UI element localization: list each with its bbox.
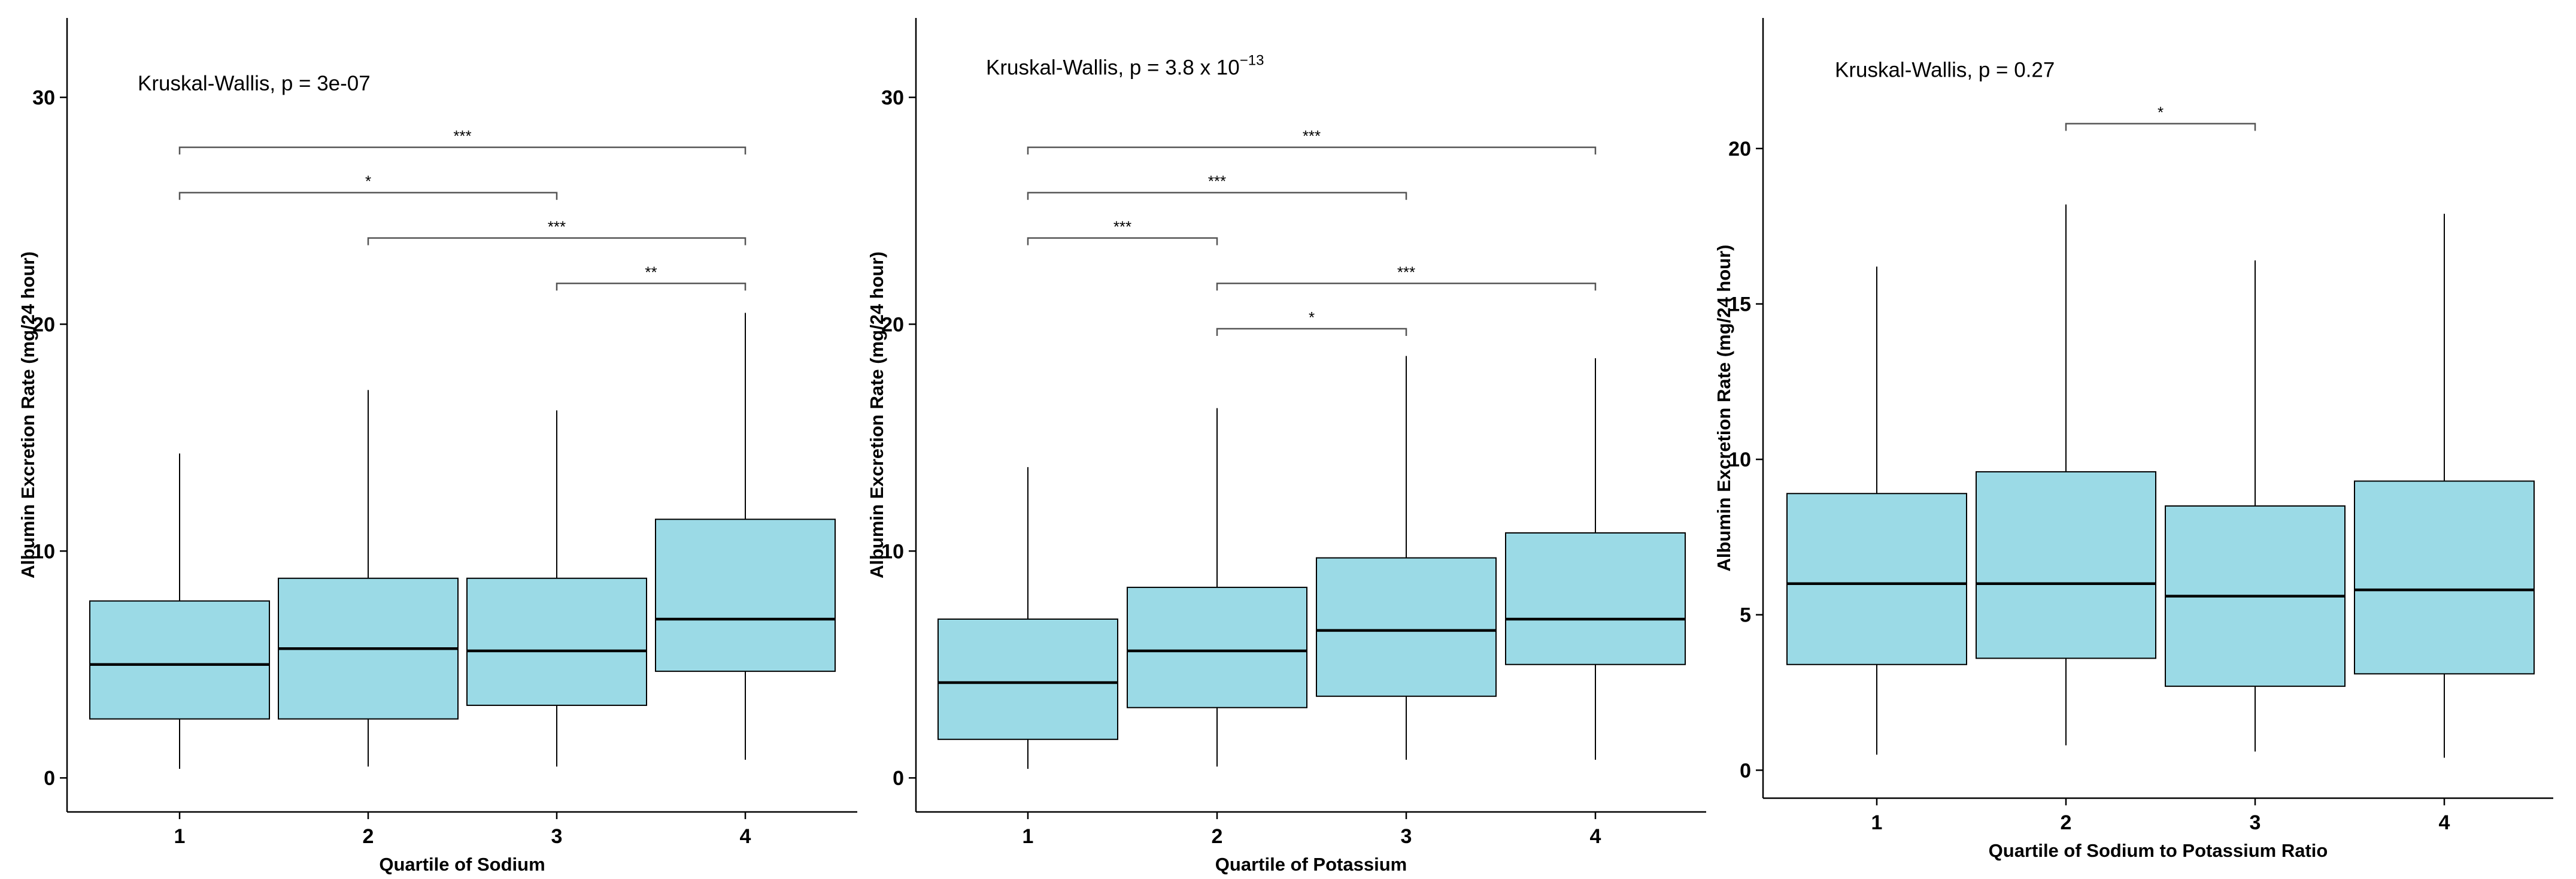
panel-2-sig-label-1-2: *** bbox=[1113, 217, 1131, 235]
panel-1-ytick-label-0: 0 bbox=[44, 767, 55, 790]
panel-2-comparison-1-3: *** bbox=[1027, 172, 1407, 200]
panel-3-iqr-rect-4 bbox=[2354, 480, 2535, 675]
panel-2-iqr-rect-3 bbox=[1316, 557, 1497, 697]
panel-2-bracket-1-4 bbox=[1027, 146, 1597, 154]
panel-2-xtick-label-1: 1 bbox=[1022, 825, 1034, 848]
panel-1-iqr-rect-1 bbox=[89, 600, 270, 720]
panel-1-ytick-label-20: 20 bbox=[32, 313, 55, 336]
panel-1-bracket-1-3 bbox=[178, 192, 558, 200]
panel-1-box-4 bbox=[655, 313, 836, 760]
panel-2-bracket-2-4 bbox=[1216, 283, 1597, 291]
panel-3-xtick-label-4: 4 bbox=[2439, 811, 2450, 834]
panel-2-sig-label-1-4: *** bbox=[1303, 127, 1321, 145]
panel-1-xtick-label-2: 2 bbox=[363, 825, 374, 848]
panel-2: 0 10 20 30 1 2 3 4 Quartile of Potassium Albumin … bbox=[866, 18, 1706, 875]
panel-1: 0 10 20 30 1 2 3 4 Quartile of Sodium Albumin Exc… bbox=[17, 18, 857, 875]
panel-1-box-1 bbox=[89, 453, 270, 769]
panel-1-comparison-3-4: ** bbox=[556, 263, 747, 291]
panel-3-iqr-rect-1 bbox=[1786, 493, 1967, 665]
panel-3-box-2 bbox=[1976, 204, 2156, 745]
panel-1-y-axis-title: Albumin Excretion Rate (mg/24 hour) bbox=[17, 251, 38, 578]
panel-2-iqr-rect-1 bbox=[937, 618, 1118, 740]
panel-3-ytick-label-15: 15 bbox=[1728, 293, 1751, 316]
panel-3-x-axis-title: Quartile of Sodium to Potassium Ratio bbox=[1989, 840, 2328, 861]
panel-2-ytick-label-0: 0 bbox=[893, 767, 904, 790]
panel-1-iqr-rect-4 bbox=[655, 519, 836, 672]
panel-1-xtick-label-3: 3 bbox=[551, 825, 563, 848]
panel-1-x-axis-title: Quartile of Sodium bbox=[379, 854, 545, 875]
panel-3-ytick-label-0: 0 bbox=[1740, 759, 1751, 782]
panel-2-annotation-exponent: −13 bbox=[1240, 53, 1264, 69]
panel-3-comparison-2-3: * bbox=[2065, 104, 2256, 131]
panel-1-sig-label-2-4: *** bbox=[548, 217, 566, 235]
panel-1-bracket-3-4 bbox=[556, 283, 747, 291]
panel-2-kruskal-wallis-annotation: Kruskal-Wallis, p = 3.8 x 10−13 bbox=[986, 53, 1264, 80]
panel-1-comparison-1-3: * bbox=[178, 172, 558, 200]
panel-3-y-axis-title: Albumin Excretion Rate (mg/24 hour) bbox=[1713, 244, 1734, 571]
panel-3-xtick-label-2: 2 bbox=[2061, 811, 2072, 834]
panel-2-xtick-label-4: 4 bbox=[1590, 825, 1601, 848]
panel-1-comparison-2-4: *** bbox=[367, 217, 747, 245]
panel-1-sig-label-3-4: ** bbox=[645, 263, 657, 281]
panel-2-ytick-label-30: 30 bbox=[881, 87, 904, 110]
panel-3-ytick-label-20: 20 bbox=[1728, 138, 1751, 160]
panel-3-ytick-label-5: 5 bbox=[1740, 604, 1751, 627]
panel-2-bracket-2-3 bbox=[1216, 328, 1407, 337]
panel-1-xtick-label-1: 1 bbox=[174, 825, 186, 848]
panel-2-sig-label-1-3: *** bbox=[1208, 172, 1226, 190]
panel-2-iqr-rect-2 bbox=[1127, 586, 1307, 708]
panel-1-sig-label-1-3: * bbox=[365, 172, 371, 190]
panel-2-comparison-1-2: *** bbox=[1027, 217, 1218, 245]
panel-2-ytick-label-10: 10 bbox=[881, 540, 904, 563]
panel-2-xtick-label-2: 2 bbox=[1212, 825, 1223, 848]
panel-2-ytick-label-20: 20 bbox=[881, 313, 904, 336]
panel-3-ytick-label-10: 10 bbox=[1728, 448, 1751, 471]
panel-1-box-2 bbox=[278, 390, 459, 767]
panel-2-box-4 bbox=[1505, 358, 1686, 760]
panel-2-xtick-label-3: 3 bbox=[1401, 825, 1412, 848]
panel-3-sig-label-2-3: * bbox=[2158, 104, 2164, 122]
panel-3-box-1 bbox=[1786, 266, 1967, 755]
panel-3-box-4 bbox=[2354, 214, 2535, 758]
panel-3: 0 5 10 15 20 1 2 3 4 Quartile of Sodium to Potass… bbox=[1713, 18, 2553, 861]
panel-3-bracket-2-3 bbox=[2065, 123, 2256, 131]
panel-3-xtick-label-1: 1 bbox=[1871, 811, 1883, 834]
panel-1-kruskal-wallis-annotation: Kruskal-Wallis, p = 3e-07 bbox=[138, 72, 371, 95]
panel-2-box-1 bbox=[937, 467, 1118, 769]
panel-2-comparison-1-4: *** bbox=[1027, 127, 1597, 154]
panel-2-sig-label-2-3: * bbox=[1309, 308, 1315, 326]
panel-1-ytick-label-10: 10 bbox=[32, 540, 55, 563]
panel-2-bracket-1-3 bbox=[1027, 192, 1407, 200]
panel-1-iqr-rect-3 bbox=[466, 577, 647, 706]
panel-2-x-axis-title: Quartile of Potassium bbox=[1215, 854, 1407, 875]
panel-1-comparison-1-4: *** bbox=[178, 127, 747, 154]
panel-2-comparison-2-4: *** bbox=[1216, 263, 1597, 291]
panel-1-ytick-label-30: 30 bbox=[32, 87, 55, 110]
panel-1-bracket-1-4 bbox=[178, 146, 747, 154]
panel-3-kruskal-wallis-annotation: Kruskal-Wallis, p = 0.27 bbox=[1835, 59, 2055, 82]
panel-3-xtick-label-3: 3 bbox=[2250, 811, 2261, 834]
panel-2-bracket-1-2 bbox=[1027, 237, 1218, 245]
panel-1-bracket-2-4 bbox=[367, 237, 747, 245]
panel-1-box-3 bbox=[466, 410, 647, 767]
panel-2-sig-label-2-4: *** bbox=[1397, 263, 1415, 281]
panel-1-sig-label-1-4: *** bbox=[453, 127, 471, 145]
panel-3-box-3 bbox=[2165, 260, 2346, 752]
panel-1-xtick-label-4: 4 bbox=[740, 825, 751, 848]
panel-3-iqr-rect-2 bbox=[1976, 471, 2156, 659]
panel-2-comparison-2-3: * bbox=[1216, 308, 1407, 337]
panel-2-iqr-rect-4 bbox=[1505, 532, 1686, 665]
panel-2-y-axis-title: Albumin Excretion Rate (mg/24 hour) bbox=[866, 251, 887, 578]
panel-2-box-2 bbox=[1127, 408, 1307, 767]
panel-2-box-3 bbox=[1316, 356, 1497, 760]
